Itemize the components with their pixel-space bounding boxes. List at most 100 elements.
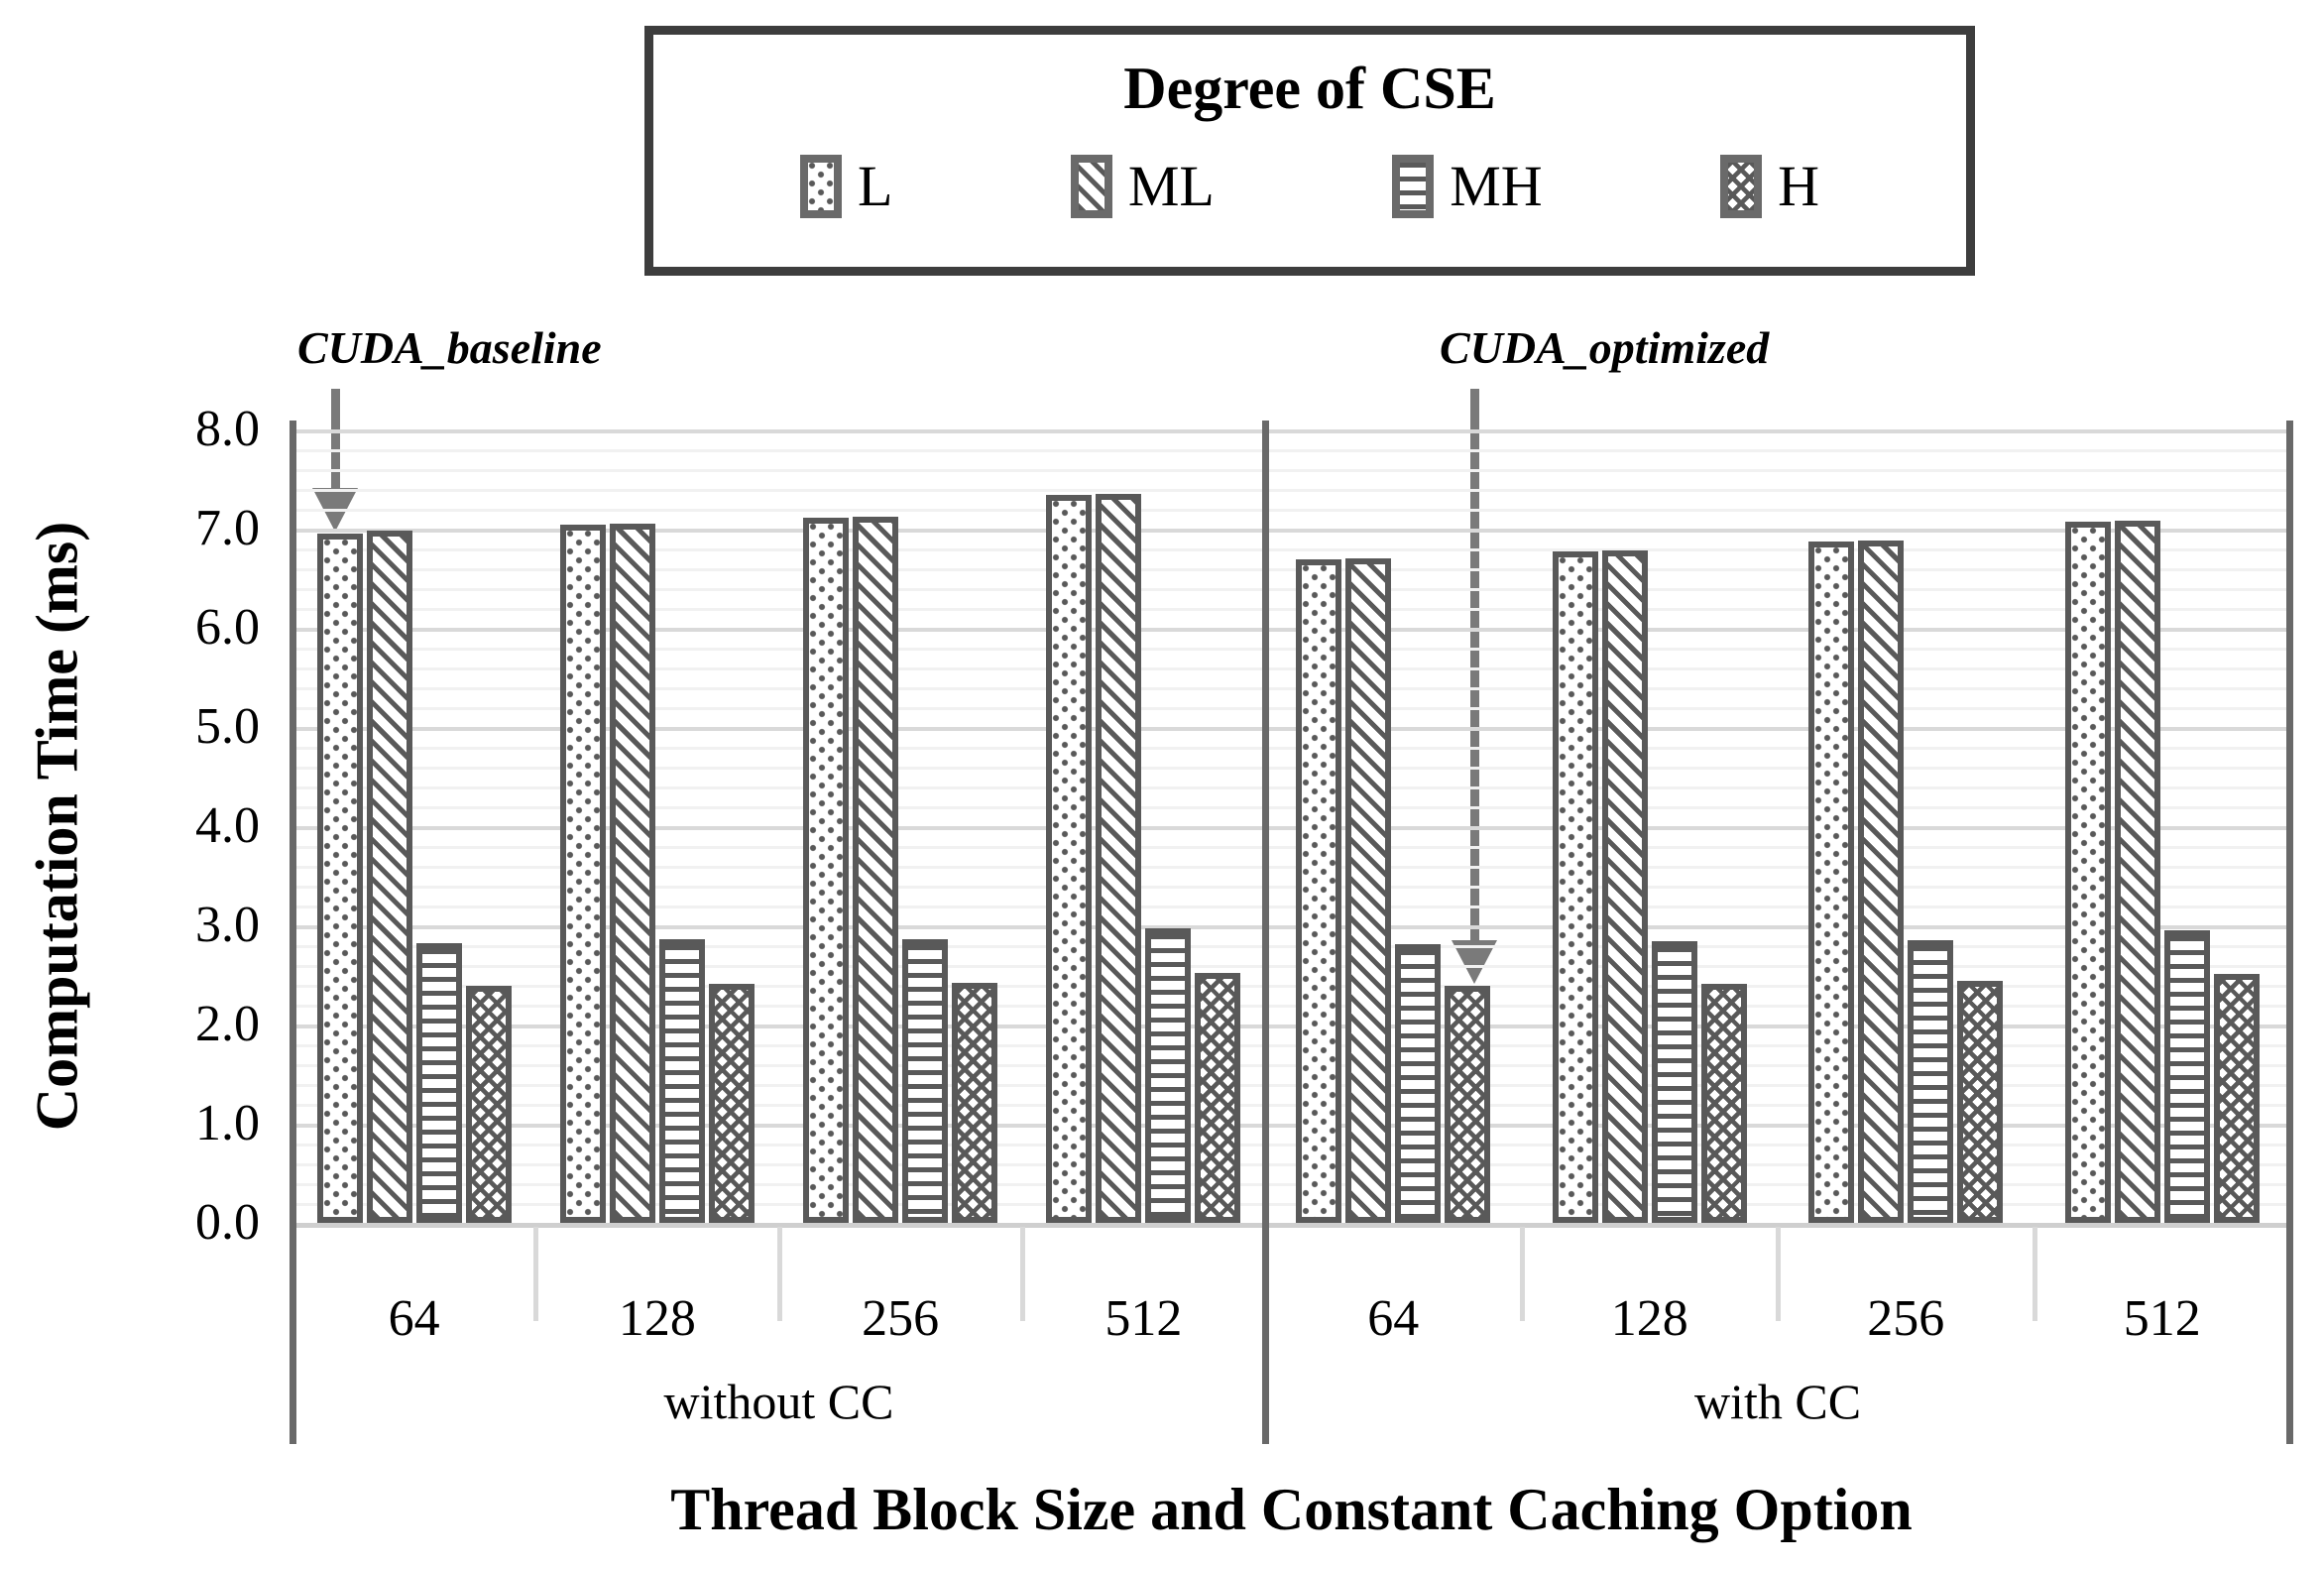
group-divider-line <box>2032 1227 2037 1321</box>
bar-mh-with-CC-256 <box>1908 940 1954 1223</box>
x-tick-label: 128 <box>1610 1290 1688 1347</box>
x-axis-title: Thread Block Size and Constant Caching O… <box>670 1477 1913 1542</box>
major-gridline <box>292 529 2290 533</box>
optimized-arrow-icon <box>1470 389 1479 942</box>
legend-label-mh: MH <box>1450 154 1543 218</box>
bar-l-with-CC-128 <box>1552 551 1598 1223</box>
dotted-fill-icon <box>800 154 842 218</box>
bar-l-with-CC-64 <box>1296 559 1342 1223</box>
minor-gridline <box>292 1064 2290 1067</box>
minor-gridline <box>292 1183 2290 1186</box>
x-tick-label: 128 <box>618 1290 696 1347</box>
y-tick-label: 3.0 <box>195 897 260 953</box>
major-gridline <box>292 1124 2290 1128</box>
bar-l-without-CC-256 <box>803 518 850 1223</box>
bar-l-without-CC-64 <box>316 534 363 1223</box>
panel-separator-line <box>1262 421 1269 1444</box>
x-axis-baseline <box>292 1223 2290 1228</box>
annotation-cuda-baseline: CUDA_baseline <box>297 322 602 373</box>
major-gridline <box>292 429 2290 433</box>
minor-gridline <box>292 1163 2290 1166</box>
legend-box: Degree of CSE L ML MH H <box>644 26 1975 276</box>
x-tick-label: 64 <box>1367 1290 1420 1347</box>
bar-mh-with-CC-512 <box>2163 930 2210 1223</box>
bar-ml-with-CC-512 <box>2114 521 2160 1223</box>
major-gridline <box>292 727 2290 731</box>
legend-item-mh: MH <box>1392 153 1543 219</box>
bar-l-without-CC-512 <box>1046 495 1093 1223</box>
minor-gridline <box>292 747 2290 750</box>
group-divider-line <box>1776 1227 1781 1321</box>
bar-h-with-CC-512 <box>2213 974 2260 1223</box>
bar-h-without-CC-512 <box>1195 973 1241 1223</box>
bar-l-with-CC-512 <box>2064 522 2111 1223</box>
panel-label: without CC <box>663 1374 894 1429</box>
group-divider-line <box>776 1227 782 1321</box>
bar-l-with-CC-256 <box>1808 542 1855 1223</box>
bar-mh-with-CC-128 <box>1651 941 1697 1223</box>
x-tick-label: 256 <box>1867 1290 1945 1347</box>
minor-gridline <box>292 608 2290 611</box>
panel-label: with CC <box>1693 1374 1862 1429</box>
bar-h-with-CC-256 <box>1957 981 2004 1223</box>
minor-gridline <box>292 846 2290 849</box>
minor-gridline <box>292 1144 2290 1147</box>
minor-gridline <box>292 767 2290 770</box>
minor-gridline <box>292 687 2290 690</box>
minor-gridline <box>292 1005 2290 1008</box>
bar-h-without-CC-64 <box>465 986 512 1223</box>
horizontal-lines-icon <box>1392 154 1435 218</box>
y-tick-label: 6.0 <box>195 599 260 656</box>
minor-gridline <box>292 786 2290 789</box>
legend-item-h: H <box>1720 153 1819 219</box>
y-tick-label: 5.0 <box>195 698 260 755</box>
bar-h-with-CC-64 <box>1445 986 1491 1223</box>
y-tick-label: 8.0 <box>195 401 260 457</box>
minor-gridline <box>292 509 2290 512</box>
x-tick-label: 256 <box>862 1290 940 1347</box>
bar-mh-with-CC-64 <box>1395 944 1442 1223</box>
group-divider-line <box>533 1227 539 1321</box>
y-tick-label: 2.0 <box>195 996 260 1052</box>
bar-h-without-CC-128 <box>708 984 755 1223</box>
right-axis-line <box>2286 421 2293 1444</box>
minor-gridline <box>292 886 2290 889</box>
minor-gridline <box>292 1104 2290 1107</box>
x-tick-label: 512 <box>1104 1290 1183 1347</box>
minor-gridline <box>292 965 2290 968</box>
baseline-arrow-icon <box>331 389 340 490</box>
group-divider-line <box>1019 1227 1025 1321</box>
minor-gridline <box>292 707 2290 710</box>
bar-h-with-CC-128 <box>1700 984 1747 1223</box>
minor-gridline <box>292 489 2290 492</box>
y-tick-label: 7.0 <box>195 500 260 556</box>
legend-item-l: L <box>800 153 892 219</box>
minor-gridline <box>292 1044 2290 1047</box>
minor-gridline <box>292 588 2290 591</box>
minor-gridline <box>292 985 2290 988</box>
bar-mh-without-CC-512 <box>1145 928 1192 1223</box>
minor-gridline <box>292 449 2290 452</box>
y-tick-label: 4.0 <box>195 797 260 854</box>
minor-gridline <box>292 1084 2290 1087</box>
bar-l-without-CC-128 <box>559 525 606 1223</box>
diagonal-hatch-icon <box>1070 154 1112 218</box>
minor-gridline <box>292 548 2290 551</box>
minor-gridline <box>292 648 2290 651</box>
y-tick-label: 1.0 <box>195 1095 260 1151</box>
x-tick-label: 64 <box>388 1290 440 1347</box>
minor-gridline <box>292 945 2290 948</box>
bar-ml-without-CC-64 <box>366 531 412 1223</box>
bar-ml-with-CC-256 <box>1858 541 1905 1223</box>
minor-gridline <box>292 905 2290 908</box>
major-gridline <box>292 925 2290 929</box>
minor-gridline <box>292 667 2290 670</box>
minor-gridline <box>292 806 2290 809</box>
y-tick-label: 0.0 <box>195 1194 260 1251</box>
bar-ml-without-CC-128 <box>609 524 655 1223</box>
legend-item-ml: ML <box>1070 153 1215 219</box>
legend-label-l: L <box>858 154 893 218</box>
bar-ml-without-CC-512 <box>1096 494 1142 1223</box>
